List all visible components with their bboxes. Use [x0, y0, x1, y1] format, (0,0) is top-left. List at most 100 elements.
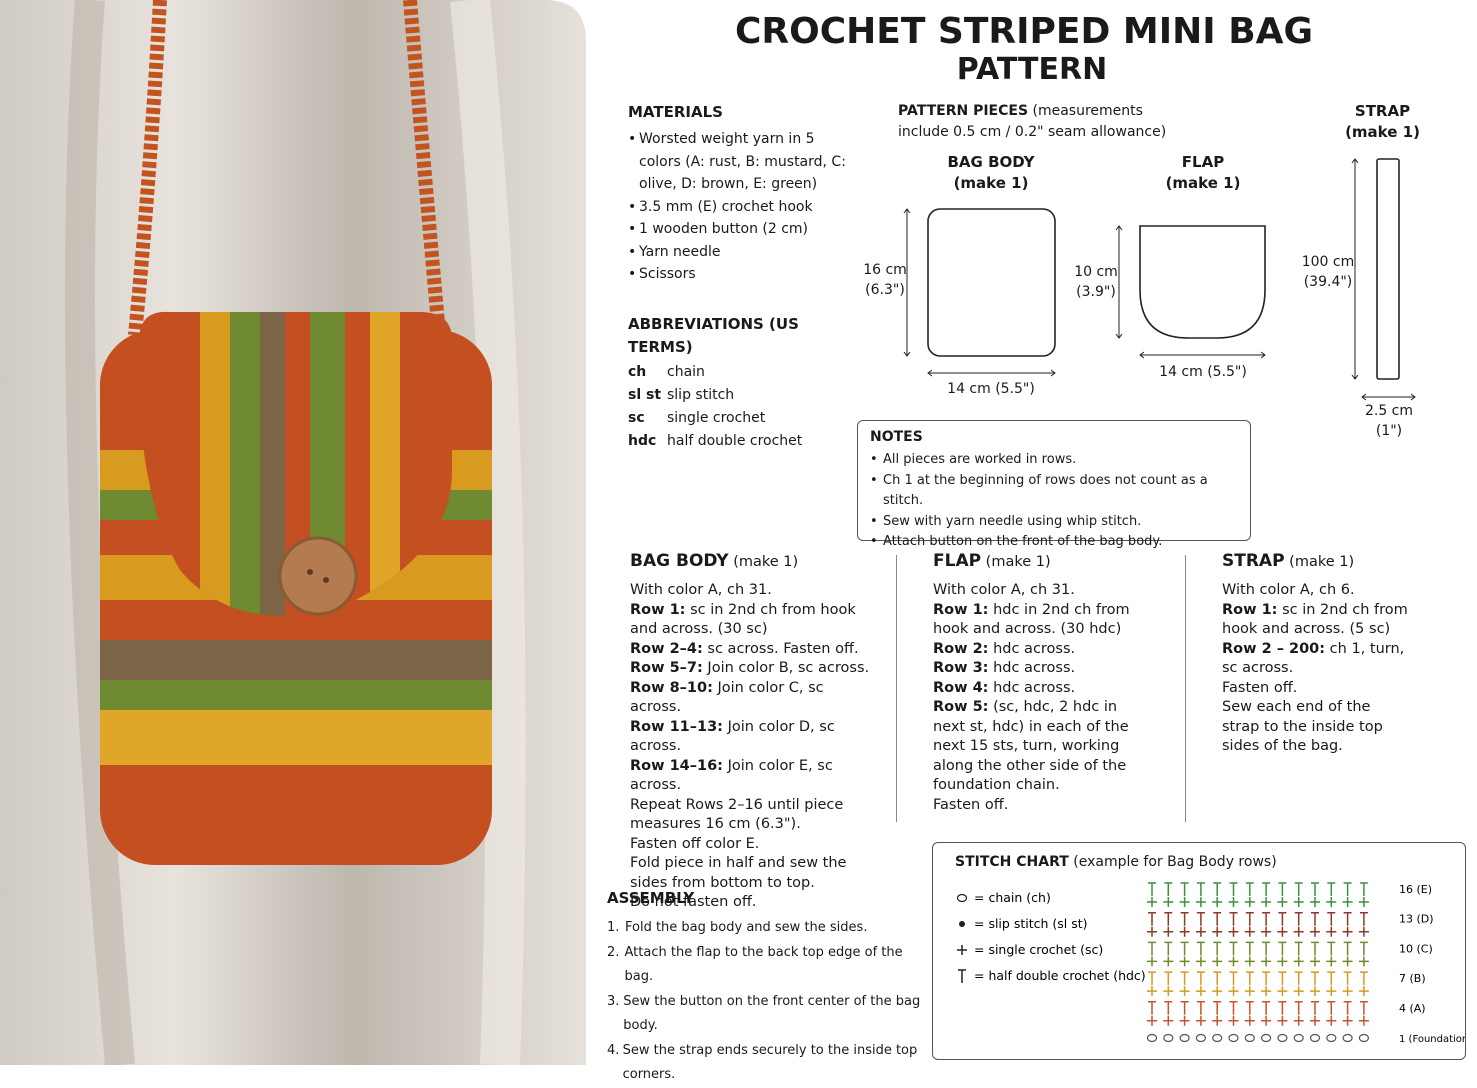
- sc-symbol: [1179, 897, 1190, 907]
- legend-label: = slip stitch (sl st): [974, 916, 1088, 931]
- sc-symbol: [1342, 1015, 1353, 1026]
- instruction-line: Row 4: hdc across.: [933, 679, 1148, 699]
- dimension: 100 cm (39.4"): [1296, 252, 1360, 292]
- hdc-symbol: [1343, 911, 1352, 926]
- piece-name: FLAP (make 1): [1142, 152, 1264, 194]
- chain-symbol: [1228, 1033, 1239, 1043]
- instruction-column: BAG BODY (make 1) With color A, ch 31. Row…: [630, 549, 875, 913]
- row-text: With color A, ch 31.: [933, 582, 1075, 598]
- meaning: chain: [667, 364, 705, 380]
- sc-symbol: [1261, 956, 1272, 967]
- chain-symbol: [1309, 1033, 1321, 1043]
- hdc-symbol: [1213, 1001, 1222, 1015]
- dimension: 14 cm (5.5"): [947, 381, 1035, 397]
- hdc-symbol: [1359, 911, 1368, 926]
- hdc-symbol: [1343, 882, 1352, 896]
- hdc-symbol: [1213, 971, 1222, 986]
- hdc-symbol: [1196, 941, 1205, 956]
- sc-symbol: [1310, 897, 1320, 907]
- chain-symbol: [1342, 1033, 1353, 1043]
- term: sl st: [628, 387, 662, 403]
- sc-symbol: [1358, 1015, 1369, 1026]
- heading: FLAP: [933, 551, 982, 571]
- sc-symbol: [1261, 1015, 1272, 1026]
- piece-name: STRAP (make 1): [1330, 101, 1435, 143]
- hdc-symbol: [1164, 1001, 1173, 1015]
- sc-symbol: [1228, 897, 1239, 907]
- hdc-symbol: [1213, 941, 1222, 956]
- step-number: 2.: [607, 944, 620, 960]
- note-item: • Sew with yarn needle using whip stitch.: [870, 512, 1250, 533]
- divider: [896, 555, 897, 822]
- meaning: slip stitch: [667, 387, 735, 403]
- pieces-heading: PATTERN PIECES (measurements include 0.5…: [898, 101, 1198, 143]
- sc-symbol: [1310, 956, 1320, 967]
- column-heading: STRAP (make 1): [1222, 549, 1412, 574]
- chain-symbol: [1212, 1033, 1223, 1043]
- row-text: sc in 2nd ch from hook and across. (5 sc…: [1222, 601, 1413, 638]
- instruction-line: With color A, ch 31.: [630, 581, 875, 601]
- instruction-line: Sew each end of the strap to the inside …: [1222, 698, 1412, 757]
- instruction-column: STRAP (make 1) With color A, ch 6. Row 1: …: [1222, 549, 1412, 757]
- hdc-symbol: [1262, 1001, 1271, 1015]
- abbreviations: ABBREVIATIONS (US TERMS) ch chain sl st sli…: [628, 313, 858, 453]
- row-text: Join color B, sc across.: [702, 660, 870, 676]
- material-item: • Worsted weight yarn in 5 colors (A: rus…: [628, 128, 858, 196]
- hdc-symbol: [1278, 882, 1287, 896]
- bag-photo: [0, 0, 586, 1065]
- sc-symbol: [1342, 897, 1353, 907]
- instruction-line: Row 1: sc in 2nd ch from hook and across…: [1222, 601, 1412, 640]
- sc-symbol: [1179, 926, 1190, 937]
- dimension: 16 cm (6.3"): [855, 260, 915, 300]
- hdc-symbol: [1180, 882, 1189, 896]
- bullet: •: [870, 534, 878, 549]
- sc-symbol: [1277, 1015, 1288, 1026]
- instruction-line: Do not fasten off.: [630, 893, 875, 913]
- value: 2.5 cm: [1364, 403, 1414, 419]
- row-text: With color A, ch 31.: [630, 582, 772, 598]
- abbreviation-row: sc single crochet: [628, 407, 858, 430]
- row-text: sc across. Fasten off.: [702, 640, 859, 657]
- hdc-symbol: [1164, 941, 1173, 956]
- sc-symbol: [1244, 1015, 1255, 1026]
- hdc-symbol: [1196, 1001, 1205, 1015]
- sc-symbol: [1261, 926, 1272, 937]
- assembly-list: 1. Fold the bag body and sew the sides. 2.…: [607, 916, 927, 1088]
- sc-symbol: [1163, 926, 1174, 937]
- bullet: •: [870, 452, 878, 467]
- abbreviation-row: hdc half double crochet: [628, 430, 858, 453]
- hdc-symbol: [1164, 882, 1173, 896]
- hdc-symbol: [1229, 941, 1238, 956]
- piece-diagrams: [0, 0, 1477, 450]
- hdc-symbol: [1359, 941, 1368, 956]
- row-text: hdc across.: [988, 660, 1076, 676]
- sc-symbol: [1195, 897, 1206, 907]
- instruction-line: Repeat Rows 2–16 until piece measures 16…: [630, 796, 875, 835]
- text: 3.5 mm (E) crochet hook: [639, 198, 813, 215]
- count: (make 1): [1165, 174, 1241, 192]
- sc-symbol: [1195, 986, 1206, 997]
- sc-symbol: [1326, 956, 1337, 967]
- row-text: Fold piece in half and sew the sides fro…: [630, 855, 852, 891]
- bullet: •: [870, 513, 878, 529]
- row-label: Row 8–10:: [630, 679, 713, 696]
- value: (1"): [1375, 423, 1403, 439]
- hdc-symbol: [1245, 1001, 1254, 1015]
- hdc-symbol: [1196, 971, 1205, 986]
- row-label: 10 (C): [1399, 942, 1433, 955]
- chain-symbol: [1146, 1033, 1158, 1043]
- heading: ASSEMBLY: [607, 889, 695, 907]
- hdc-symbol: [1164, 971, 1173, 986]
- sc-symbol: [1277, 926, 1288, 937]
- chain-symbol: [1326, 1033, 1337, 1043]
- text: Worsted weight yarn in 5 colors (A: rust…: [639, 131, 846, 192]
- text: Attach button on the front of the bag bo…: [883, 534, 1163, 549]
- chain-symbol: [1261, 1033, 1272, 1043]
- row-label: 13 (D): [1399, 913, 1434, 926]
- hdc-symbol: [1327, 1001, 1336, 1015]
- notes-list: • All pieces are worked in rows. • Ch 1 at …: [870, 450, 1250, 553]
- materials-list: • Worsted weight yarn in 5 colors (A: rus…: [628, 128, 858, 286]
- sc-symbol: [1195, 926, 1206, 937]
- hdc-symbol: [1359, 971, 1368, 986]
- hdc-symbol: [1327, 941, 1336, 956]
